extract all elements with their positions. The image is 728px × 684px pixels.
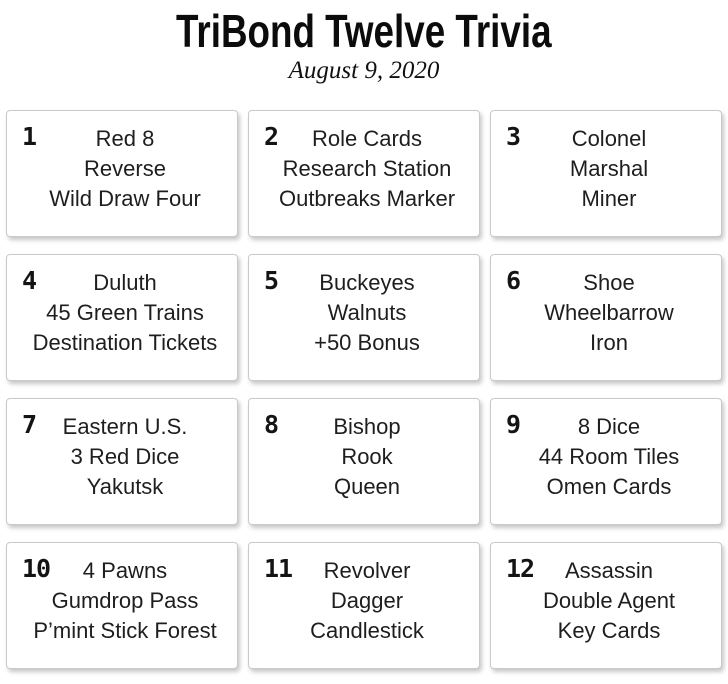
- card-clue-line: Shoe: [583, 270, 635, 295]
- card-clues: Red 8 Reverse Wild Draw Four: [7, 111, 237, 214]
- card-clue-line: Wild Draw Four: [49, 186, 201, 211]
- card-clue-line: Reverse: [84, 156, 166, 181]
- card-clue-line: Walnuts: [327, 300, 407, 325]
- card-clue-line: Revolver: [323, 558, 411, 583]
- card-clue-line: 44 Room Tiles: [538, 444, 680, 469]
- card-clue-line: Queen: [333, 474, 401, 499]
- card-clue-line: Wheelbarrow: [544, 300, 674, 325]
- card-number: 12: [506, 554, 535, 583]
- card-clues: Eastern U.S. 3 Red Dice Yakutsk: [7, 399, 237, 502]
- card-clue-line: Outbreaks Marker: [278, 186, 456, 211]
- card-clue-line: Key Cards: [557, 618, 661, 643]
- card-number: 11: [264, 554, 293, 583]
- card-clue-line: Rook: [341, 444, 393, 469]
- card-clue-line: Miner: [581, 186, 637, 211]
- trivia-card-4: 4 Duluth 45 Green Trains Destination Tic…: [6, 254, 238, 381]
- trivia-card-8: 8 Bishop Rook Queen: [248, 398, 480, 525]
- card-clue-line: +50 Bonus: [314, 330, 420, 355]
- card-clue-line: P’mint Stick Forest: [33, 618, 217, 643]
- trivia-grid: 1 Red 8 Reverse Wild Draw Four 2 Role Ca…: [0, 86, 728, 669]
- trivia-card-12: 12 Assassin Double Agent Key Cards: [490, 542, 722, 669]
- card-clue-line: Marshal: [569, 156, 649, 181]
- trivia-card-9: 9 8 Dice 44 Room Tiles Omen Cards: [490, 398, 722, 525]
- card-clue-line: Buckeyes: [319, 270, 415, 295]
- trivia-card-2: 2 Role Cards Research Station Outbreaks …: [248, 110, 480, 237]
- card-clue-line: Double Agent: [542, 588, 676, 613]
- card-clues: Role Cards Research Station Outbreaks Ma…: [249, 111, 479, 214]
- card-clue-line: 8 Dice: [577, 414, 641, 439]
- card-clue-line: Duluth: [93, 270, 157, 295]
- card-number: 2: [264, 122, 279, 151]
- card-clue-line: Role Cards: [311, 126, 423, 151]
- trivia-card-6: 6 Shoe Wheelbarrow Iron: [490, 254, 722, 381]
- card-clues: Colonel Marshal Miner: [491, 111, 721, 214]
- card-clue-line: Research Station: [282, 156, 452, 181]
- card-clue-line: Yakutsk: [86, 474, 164, 499]
- trivia-card-10: 10 4 Pawns Gumdrop Pass P’mint Stick For…: [6, 542, 238, 669]
- card-number: 8: [264, 410, 279, 439]
- trivia-card-3: 3 Colonel Marshal Miner: [490, 110, 722, 237]
- card-clue-line: 4 Pawns: [82, 558, 168, 583]
- card-clues: Assassin Double Agent Key Cards: [491, 543, 721, 646]
- trivia-card-5: 5 Buckeyes Walnuts +50 Bonus: [248, 254, 480, 381]
- page-date: August 9, 2020: [288, 57, 440, 84]
- card-clue-line: Candlestick: [310, 618, 424, 643]
- card-clue-line: 45 Green Trains: [46, 300, 204, 325]
- card-clue-line: Iron: [590, 330, 628, 355]
- card-clues: Buckeyes Walnuts +50 Bonus: [249, 255, 479, 358]
- card-clue-line: Assassin: [564, 558, 654, 583]
- card-clue-line: Colonel: [571, 126, 647, 151]
- card-clues: 8 Dice 44 Room Tiles Omen Cards: [491, 399, 721, 502]
- card-number: 3: [506, 122, 521, 151]
- card-number: 4: [22, 266, 37, 295]
- page-title: TriBond Twelve Trivia: [0, 6, 728, 56]
- card-clues: Revolver Dagger Candlestick: [249, 543, 479, 646]
- card-clue-line: Red 8: [95, 126, 155, 151]
- trivia-card-1: 1 Red 8 Reverse Wild Draw Four: [6, 110, 238, 237]
- card-clues: Bishop Rook Queen: [249, 399, 479, 502]
- card-clue-line: 3 Red Dice: [70, 444, 180, 469]
- card-number: 1: [22, 122, 37, 151]
- card-clues: 4 Pawns Gumdrop Pass P’mint Stick Forest: [7, 543, 237, 646]
- card-number: 10: [22, 554, 51, 583]
- card-number: 6: [506, 266, 521, 295]
- page-title-text: TriBond Twelve Trivia: [176, 5, 552, 57]
- card-clues: Shoe Wheelbarrow Iron: [491, 255, 721, 358]
- page-header: TriBond Twelve Trivia August 9, 2020: [0, 0, 728, 86]
- trivia-card-11: 11 Revolver Dagger Candlestick: [248, 542, 480, 669]
- card-clue-line: Eastern U.S.: [62, 414, 188, 439]
- card-clue-line: Dagger: [330, 588, 404, 613]
- card-clues: Duluth 45 Green Trains Destination Ticke…: [7, 255, 237, 358]
- card-number: 7: [22, 410, 37, 439]
- card-clue-line: Gumdrop Pass: [51, 588, 199, 613]
- card-clue-line: Destination Tickets: [32, 330, 218, 355]
- card-clue-line: Bishop: [333, 414, 401, 439]
- card-number: 5: [264, 266, 279, 295]
- trivia-card-7: 7 Eastern U.S. 3 Red Dice Yakutsk: [6, 398, 238, 525]
- card-number: 9: [506, 410, 521, 439]
- card-clue-line: Omen Cards: [546, 474, 672, 499]
